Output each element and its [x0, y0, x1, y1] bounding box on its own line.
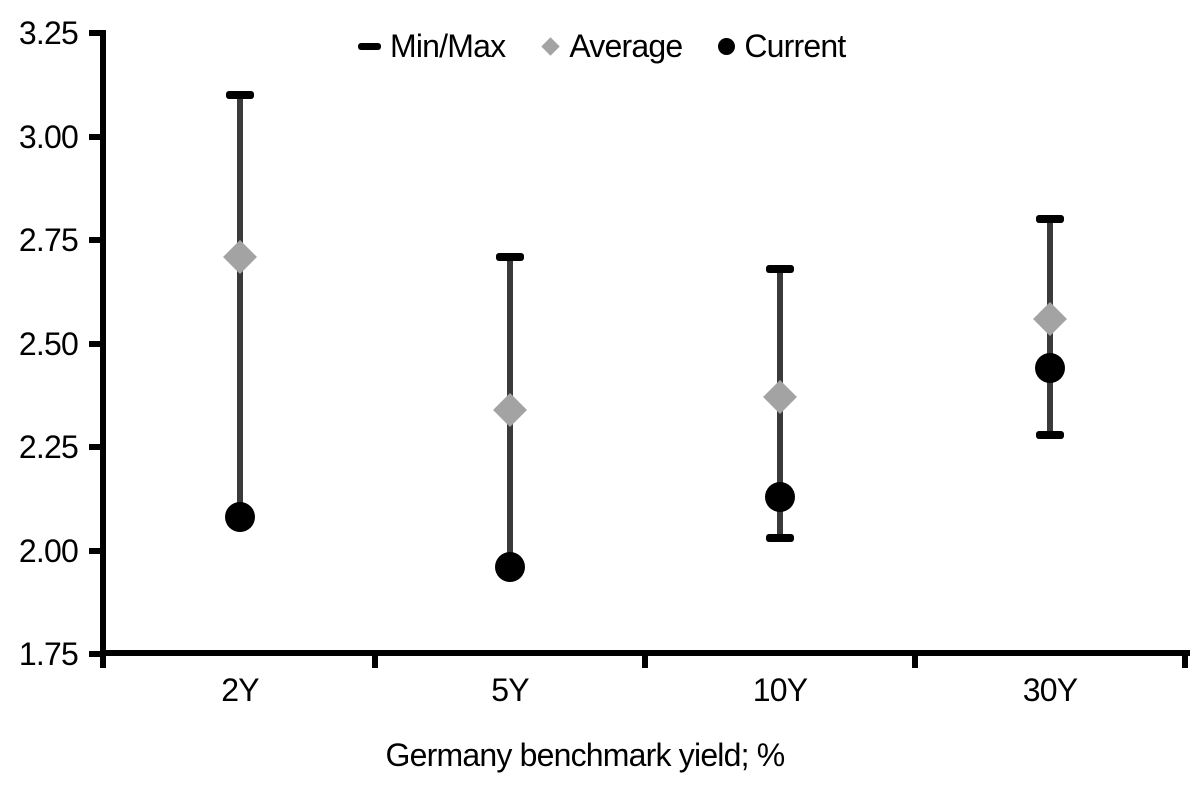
current-marker-icon — [765, 481, 795, 512]
current-marker-icon — [1035, 353, 1065, 384]
average-marker-icon — [1033, 301, 1067, 336]
min-cap-icon — [1036, 430, 1064, 439]
x-tick — [372, 650, 378, 668]
legend-label-minmax: Min/Max — [390, 28, 506, 64]
y-tick-label: 1.75 — [18, 636, 79, 672]
legend: Min/Max Average Current — [358, 26, 846, 66]
legend-item-average: Average — [541, 26, 683, 66]
average-marker-icon — [223, 239, 257, 274]
current-marker-icon — [225, 502, 255, 533]
legend-item-minmax: Min/Max — [358, 26, 506, 66]
average-marker-icon — [763, 380, 797, 415]
y-tick-label: 2.00 — [18, 532, 79, 569]
legend-label-current: Current — [744, 28, 846, 64]
y-tick-label: 2.25 — [18, 429, 79, 465]
x-axis-title: Germany benchmark yield; % — [385, 737, 786, 773]
y-tick — [89, 237, 101, 243]
y-tick — [89, 30, 101, 36]
y-tick — [89, 340, 101, 347]
average-diamond-icon — [541, 36, 561, 56]
x-tick — [642, 650, 648, 668]
x-axis-label-30y: 30Y — [1022, 672, 1078, 708]
y-tick — [89, 651, 101, 657]
x-axis-label-10y: 10Y — [752, 672, 808, 708]
minmax-dash-icon — [358, 42, 381, 50]
x-tick — [912, 650, 918, 668]
y-tick-label: 3.25 — [18, 15, 79, 51]
average-marker-icon — [493, 392, 527, 427]
y-axis-line — [100, 30, 106, 668]
y-tick-label: 3.00 — [18, 118, 79, 155]
y-tick-label: 2.75 — [18, 222, 79, 258]
current-circle-icon — [718, 37, 736, 55]
x-axis-label-5y: 5Y — [491, 672, 529, 708]
minmax-whisker — [237, 95, 243, 518]
max-cap-icon — [766, 264, 794, 273]
x-tick — [1182, 650, 1188, 668]
x-axis-label-2y: 2Y — [221, 672, 259, 708]
y-tick — [89, 133, 101, 140]
max-cap-icon — [496, 252, 524, 261]
y-tick — [89, 444, 101, 450]
current-marker-icon — [495, 552, 525, 583]
y-tick-label: 2.50 — [18, 325, 79, 362]
y-tick — [89, 547, 101, 554]
max-cap-icon — [1036, 215, 1064, 224]
legend-item-current: Current — [718, 26, 846, 66]
min-cap-icon — [766, 534, 794, 543]
max-cap-icon — [226, 91, 254, 100]
legend-label-average: Average — [569, 28, 683, 64]
